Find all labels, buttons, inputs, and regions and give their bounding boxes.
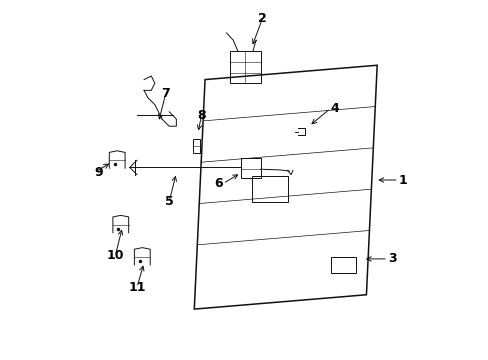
Text: 8: 8 [197,109,205,122]
Bar [330,257,355,273]
Bar [230,51,260,83]
Text: 6: 6 [214,177,223,190]
Text: 4: 4 [330,102,339,115]
Text: 11: 11 [128,281,145,294]
Text: 7: 7 [161,87,170,100]
Text: 10: 10 [106,249,124,262]
Text: 1: 1 [398,174,407,186]
Bar [241,158,260,178]
Bar [192,139,200,153]
Text: 5: 5 [164,195,173,208]
Text: 2: 2 [258,12,266,25]
Text: 9: 9 [94,166,102,179]
Text: 3: 3 [387,252,396,265]
Bar [251,176,287,202]
